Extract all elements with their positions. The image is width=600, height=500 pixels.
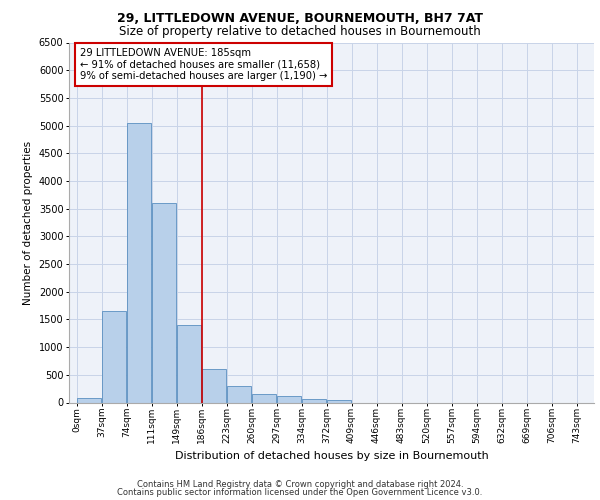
X-axis label: Distribution of detached houses by size in Bournemouth: Distribution of detached houses by size … [175, 452, 488, 462]
Bar [302, 398, 326, 402]
Text: Contains HM Land Registry data © Crown copyright and database right 2024.: Contains HM Land Registry data © Crown c… [137, 480, 463, 489]
Bar [251, 394, 276, 402]
Text: Size of property relative to detached houses in Bournemouth: Size of property relative to detached ho… [119, 25, 481, 38]
Y-axis label: Number of detached properties: Number of detached properties [23, 140, 33, 304]
Text: 29, LITTLEDOWN AVENUE, BOURNEMOUTH, BH7 7AT: 29, LITTLEDOWN AVENUE, BOURNEMOUTH, BH7 … [117, 12, 483, 26]
Bar [151, 203, 176, 402]
Bar [202, 368, 226, 402]
Bar [227, 386, 251, 402]
Bar [277, 396, 301, 402]
Text: Contains public sector information licensed under the Open Government Licence v3: Contains public sector information licen… [118, 488, 482, 497]
Bar [101, 311, 126, 402]
Text: 29 LITTLEDOWN AVENUE: 185sqm
← 91% of detached houses are smaller (11,658)
9% of: 29 LITTLEDOWN AVENUE: 185sqm ← 91% of de… [80, 48, 327, 82]
Bar [77, 398, 101, 402]
Bar [176, 325, 201, 402]
Bar [127, 123, 151, 402]
Bar [326, 400, 351, 402]
